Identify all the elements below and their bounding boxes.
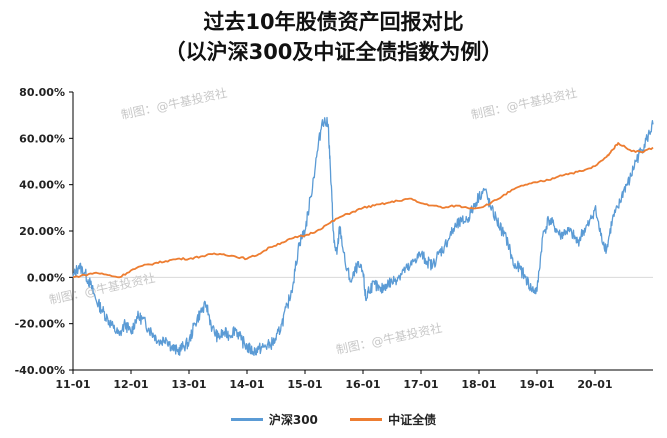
x-tick-label: 15-01 xyxy=(287,378,322,391)
chart-subtitle: （以沪深300及中证全债指数为例） xyxy=(164,40,503,64)
chart-title: 过去10年股债资产回报对比 xyxy=(203,10,464,34)
legend-label-bond: 中证全债 xyxy=(388,413,437,427)
x-tick-label: 16-01 xyxy=(345,378,380,391)
x-tick-label: 18-01 xyxy=(461,378,496,391)
legend-label-hs300: 沪深300 xyxy=(268,413,318,427)
x-tick-label: 11-01 xyxy=(55,378,90,391)
x-tick-label: 17-01 xyxy=(403,378,438,391)
legend: 沪深300 中证全债 xyxy=(0,410,667,428)
legend-item-hs300: 沪深300 xyxy=(230,411,318,428)
y-tick-label: 80.00% xyxy=(19,86,65,99)
y-tick-label: 40.00% xyxy=(19,179,65,192)
x-tick-label: 20-01 xyxy=(577,378,612,391)
y-tick-label: -20.00% xyxy=(15,318,65,331)
y-tick-label: 0.00% xyxy=(27,271,65,284)
x-tick-label: 14-01 xyxy=(229,378,264,391)
legend-swatch-hs300 xyxy=(230,418,263,421)
x-tick-label: 12-01 xyxy=(113,378,148,391)
x-tick-label: 19-01 xyxy=(519,378,554,391)
series-line-hs300 xyxy=(72,116,654,356)
y-tick-label: -40.00% xyxy=(15,364,65,377)
legend-swatch-bond xyxy=(350,418,383,421)
x-tick-label: 13-01 xyxy=(171,378,206,391)
legend-item-bond: 中证全债 xyxy=(350,411,436,428)
y-tick-label: 20.00% xyxy=(19,225,65,238)
y-tick-label: 60.00% xyxy=(19,132,65,145)
series-line-bond xyxy=(72,142,654,279)
